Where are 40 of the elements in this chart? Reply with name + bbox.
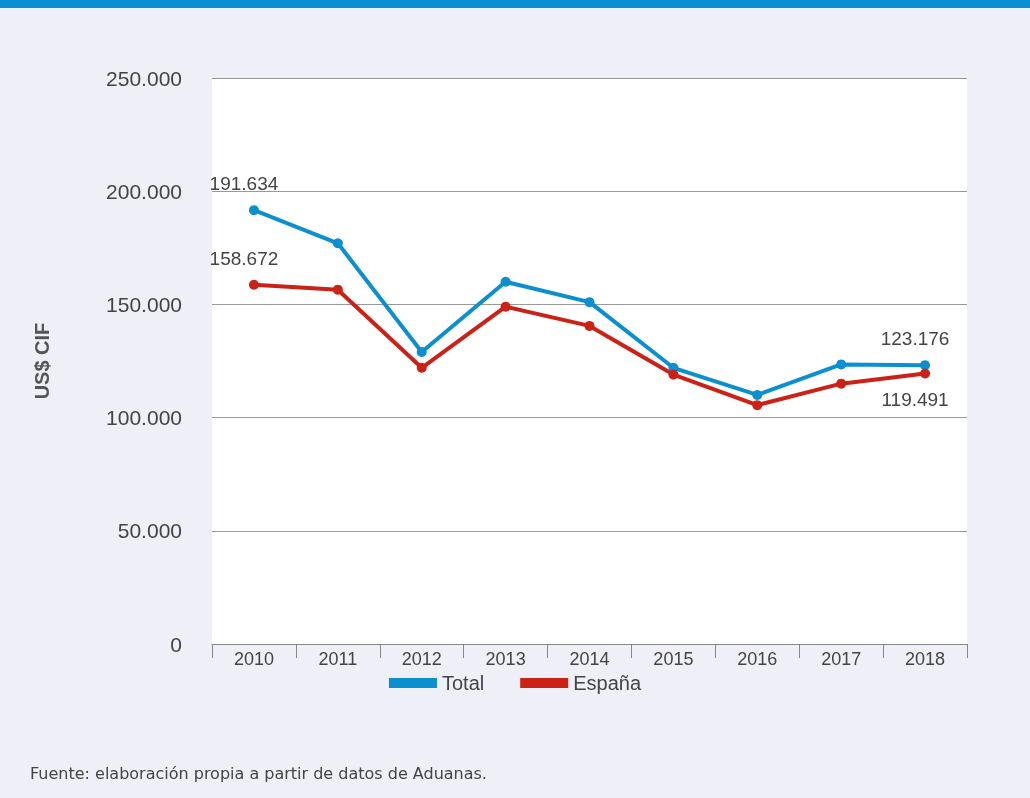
point	[752, 400, 763, 411]
point	[500, 276, 511, 287]
x-tick-label: 2015	[653, 649, 694, 669]
x-tick-label: 2018	[905, 649, 946, 669]
legend-label: Total	[441, 672, 485, 694]
point	[584, 320, 595, 331]
point	[332, 284, 343, 295]
point	[248, 205, 259, 216]
point	[668, 369, 679, 380]
point	[920, 368, 931, 379]
point	[836, 359, 847, 370]
source-note: Fuente: elaboración propia a partir de datos de Aduanas.	[30, 764, 487, 783]
x-tick-label: 2014	[569, 649, 610, 669]
point	[500, 301, 511, 312]
point	[416, 346, 427, 357]
y-tick-label: 150.000	[106, 292, 182, 316]
point	[332, 238, 343, 249]
x-tick-label: 2011	[318, 649, 358, 669]
x-tick-label: 2010	[233, 649, 274, 669]
y-tick-label: 50.000	[117, 519, 182, 543]
point	[752, 389, 763, 400]
point	[836, 378, 847, 389]
x-tick-label: 2016	[737, 649, 778, 669]
data-label: 123.176	[880, 328, 950, 350]
y-tick-label: 100.000	[106, 406, 182, 430]
legend-label: España	[573, 672, 642, 694]
data-label: 191.634	[209, 173, 279, 195]
point	[416, 362, 427, 373]
x-tick-label: 2017	[821, 649, 862, 669]
x-tick-label: 2012	[401, 649, 442, 669]
y-tick-label: 250.000	[106, 66, 182, 90]
point	[920, 360, 931, 371]
data-label: 119.491	[881, 389, 949, 411]
y-tick-label: 200.000	[106, 179, 182, 203]
point	[248, 279, 259, 290]
y-tick-label: 0	[170, 632, 182, 656]
data-label: 158.672	[209, 247, 279, 269]
point	[584, 297, 595, 308]
x-tick-label: 2013	[485, 649, 526, 669]
y-axis-title: US$ CIF	[31, 322, 53, 400]
